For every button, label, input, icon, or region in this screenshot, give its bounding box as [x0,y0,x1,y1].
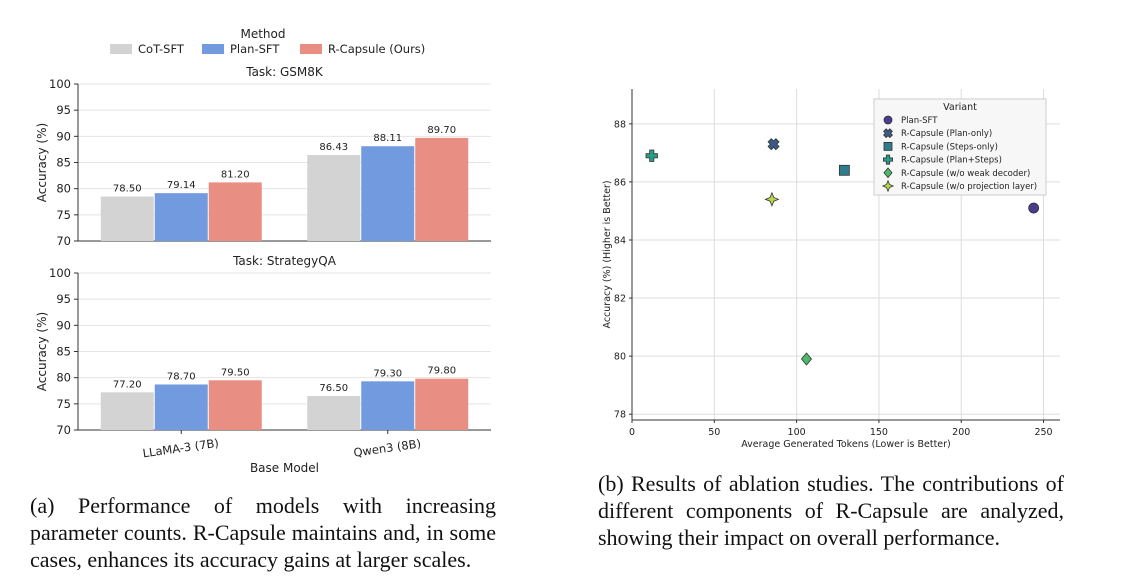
x-tick-label: 100 [788,427,806,438]
scatter-point [645,149,658,162]
legend-marker [881,179,895,193]
bar [154,193,208,241]
y-tick-label: 100 [49,266,71,280]
y-tick-label: 86 [614,177,626,188]
y-tick-label: 90 [56,318,71,332]
bar [100,196,154,241]
legend-swatch [202,44,224,54]
bar [208,182,262,241]
caption-b: (b) Results of ablation studies. The con… [598,471,1064,550]
y-axis-label: Accuracy (%) [35,312,49,391]
bar [307,155,361,241]
bar-value-label: 78.70 [167,371,196,382]
legend-entry: CoT-SFT [138,42,185,56]
legend-entry: R-Capsule (Plan-only) [901,129,992,139]
legend-title: Variant [943,102,977,113]
y-tick-label: 82 [614,294,626,305]
y-axis-label: Accuracy (%) (Higher is Better) [602,180,613,328]
legend-box [873,98,1047,196]
y-tick-label: 88 [614,119,626,130]
legend-entry: R-Capsule (w/o weak decoder) [901,169,1030,179]
legend-entry: Plan-SFT [901,116,938,126]
bar [361,146,415,241]
bar-value-label: 79.14 [167,180,196,191]
bar [154,384,208,430]
y-tick-label: 90 [56,129,71,143]
bar [415,137,469,241]
x-tick-label: 150 [870,427,888,438]
bar-value-label: 76.50 [319,383,348,394]
bar-value-label: 77.20 [113,379,142,390]
bar-value-label: 79.50 [221,367,250,378]
bar-value-label: 81.20 [221,169,250,180]
bar [307,395,361,430]
y-tick-label: 80 [56,182,71,196]
x-tick-label: 50 [708,427,720,438]
scatter-point [800,352,813,366]
scatter-point [838,164,850,176]
bar-value-label: 78.50 [113,184,142,195]
legend-marker [883,115,893,125]
y-tick-label: 70 [56,234,71,248]
x-tick-label: 0 [629,427,635,438]
legend-marker [882,154,894,165]
y-tick-label: 70 [56,423,71,437]
bar-panel-1: 70 75 80 85 90 95 100 Task: GSM8K Accuracy (%) 78… [35,65,491,248]
y-tick-label: 100 [49,77,71,91]
legend-entry: R-Capsule (w/o projection layer) [901,182,1037,192]
y-tick-label: 80 [614,352,626,363]
bar-value-label: 89.70 [427,125,456,136]
bar-value-label: 86.43 [319,142,348,153]
legend-swatch [110,44,132,54]
panel-title: Task: StrategyQA [232,254,337,268]
y-tick-label: 75 [56,397,71,411]
legend-entry: R-Capsule (Steps-only) [901,142,998,152]
x-axis-label: Base Model [250,461,319,475]
y-tick-label: 85 [56,156,71,170]
legend-swatch [300,44,322,54]
y-tick-label: 84 [614,235,626,246]
legend-title: Method [240,27,285,41]
scatter-chart-figure: 0 50 100 150 200 250 78 80 82 84 86 88 Average Gener… [602,89,1060,450]
bar [208,380,262,430]
y-tick-label: 75 [56,208,71,222]
bar-value-label: 79.80 [427,366,456,377]
x-tick-label: LLaMA-3 (7B) [142,436,220,461]
scatter-point [764,191,780,207]
legend-entry: R-Capsule (Plan+Steps) [901,156,1002,166]
y-tick-label: 85 [56,345,71,359]
x-tick-label: 250 [1034,427,1052,438]
legend-entry: R-Capsule (Ours) [328,42,425,56]
x-tick-label: 200 [952,427,970,438]
panel-title: Task: GSM8K [245,65,324,79]
legend-entry: Plan-SFT [230,42,280,56]
legend-marker [883,141,893,151]
caption-a: (a) Performance of models with increasin… [30,493,496,572]
x-tick-label: Qwen3 (8B) [353,436,422,459]
bar-value-label: 79.30 [373,368,402,379]
bar [415,378,469,430]
x-axis-label: Average Generated Tokens (Lower is Bette… [741,439,951,450]
y-tick-label: 80 [56,371,71,385]
scatter-point [1028,202,1040,214]
legend-marker [883,167,893,179]
bar-value-label: 88.11 [373,133,402,144]
y-axis-label: Accuracy (%) [35,123,49,202]
legend-marker [883,128,893,139]
bar [100,392,154,430]
scatter-point [767,138,780,151]
bar [361,381,415,430]
y-tick-label: 95 [56,103,71,117]
bar-panel-2: 70 75 80 85 90 95 100 Task: StrategyQA Accuracy … [35,254,491,475]
y-tick-label: 95 [56,292,71,306]
y-tick-label: 78 [614,410,626,421]
